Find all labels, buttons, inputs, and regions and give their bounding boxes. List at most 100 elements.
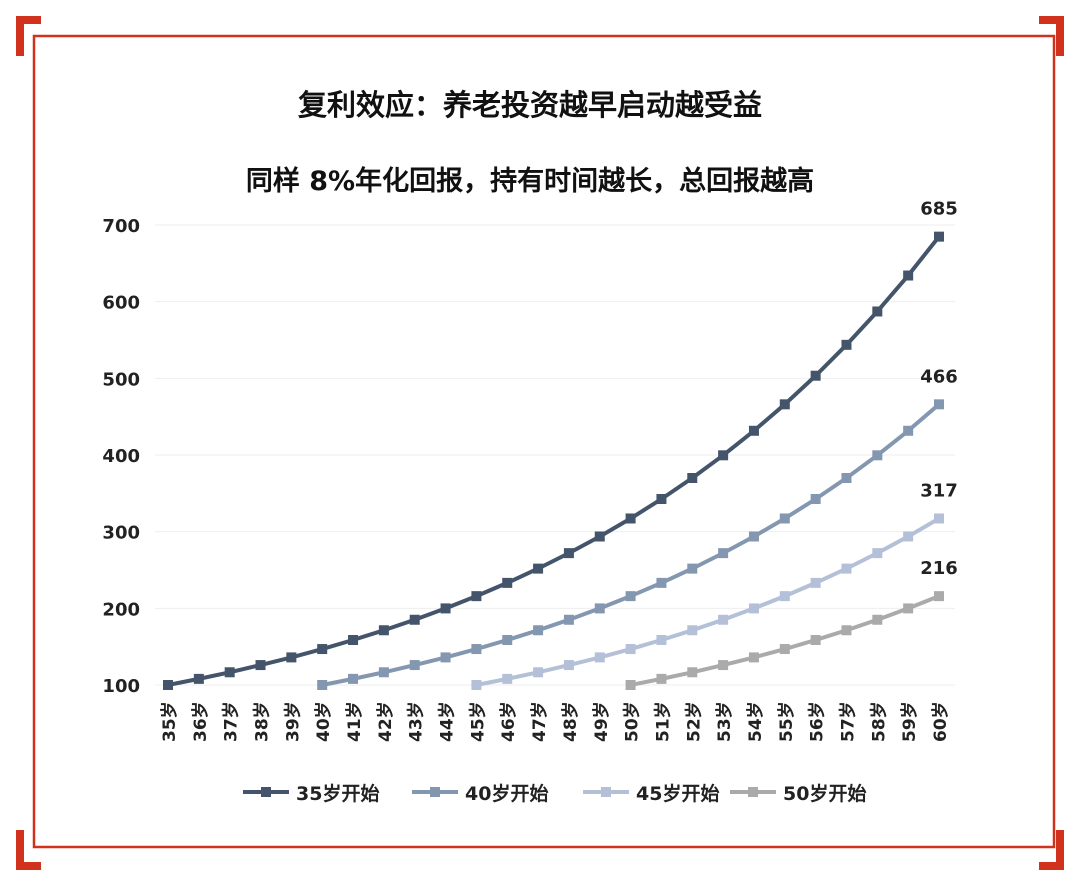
data-point-1 — [656, 577, 667, 588]
data-point-2 — [533, 667, 544, 678]
data-point-2 — [903, 531, 914, 542]
x-tick-label: 42岁 — [375, 701, 396, 742]
data-point-1 — [502, 634, 513, 645]
x-tick-label: 40岁 — [313, 701, 334, 742]
x-tick-label: 58岁 — [868, 701, 889, 742]
data-point-1 — [779, 513, 790, 524]
data-point-2 — [872, 548, 883, 559]
data-point-1 — [533, 625, 544, 636]
data-point-3 — [872, 614, 883, 625]
legend-label: 40岁开始 — [465, 782, 548, 805]
data-point-1 — [748, 531, 759, 542]
data-point-0 — [163, 680, 173, 690]
y-tick-label: 200 — [102, 599, 140, 620]
data-point-3 — [841, 625, 852, 636]
y-tick-label: 700 — [102, 216, 140, 237]
x-tick-label: 54岁 — [745, 701, 766, 742]
y-tick-label: 500 — [102, 369, 140, 390]
legend-marker-1 — [430, 787, 440, 797]
x-tick-label: 49岁 — [591, 701, 612, 742]
chart-title: 复利效应：养老投资越早启动越受益 — [298, 88, 762, 122]
data-point-2 — [687, 625, 698, 636]
data-point-1 — [440, 652, 451, 663]
data-point-2 — [810, 577, 821, 588]
data-point-1 — [594, 603, 605, 614]
data-point-0 — [594, 531, 605, 542]
data-point-1 — [687, 563, 698, 574]
x-tick-label: 48岁 — [560, 701, 581, 742]
data-point-2 — [779, 591, 790, 602]
data-point-0 — [687, 473, 698, 483]
data-point-2 — [471, 680, 482, 690]
data-point-0 — [193, 673, 204, 684]
end-value-label: 216 — [920, 558, 958, 579]
data-point-2 — [748, 603, 759, 614]
data-point-0 — [872, 306, 883, 317]
x-tick-label: 38岁 — [252, 701, 273, 742]
y-tick-label: 400 — [102, 446, 140, 467]
x-tick-label: 56岁 — [807, 701, 828, 742]
frame-border — [32, 34, 1056, 849]
series-line-2 — [476, 516, 941, 687]
x-tick-label: 52岁 — [683, 701, 704, 742]
data-point-0 — [440, 603, 451, 614]
data-point-2 — [656, 634, 667, 645]
y-tick-label: 600 — [102, 293, 140, 314]
data-point-0 — [718, 450, 729, 461]
frame-corner-tl — [16, 16, 41, 56]
data-point-2 — [841, 563, 852, 574]
frame-corner-bl — [16, 830, 41, 870]
data-point-3 — [779, 644, 790, 655]
data-point-2 — [625, 644, 636, 655]
data-point-0 — [378, 625, 389, 636]
data-point-2 — [934, 513, 944, 524]
data-point-1 — [348, 673, 359, 684]
x-tick-label: 60岁 — [930, 701, 951, 742]
x-tick-label: 41岁 — [344, 701, 365, 742]
data-point-1 — [810, 494, 821, 505]
data-point-0 — [224, 667, 235, 678]
data-point-3 — [810, 634, 821, 645]
x-tick-label: 43岁 — [406, 701, 427, 742]
x-tick-label: 36岁 — [190, 701, 211, 742]
x-tick-label: 44岁 — [437, 701, 458, 742]
data-point-2 — [718, 614, 729, 625]
x-tick-label: 45岁 — [467, 701, 488, 742]
data-point-0 — [934, 231, 944, 242]
chart-subtitle: 同样 8%年化回报，持有时间越长，总回报越高 — [246, 165, 814, 197]
data-point-0 — [286, 652, 297, 663]
data-point-0 — [533, 563, 544, 574]
x-tick-label: 50岁 — [622, 701, 643, 742]
data-point-3 — [687, 667, 698, 678]
data-point-1 — [409, 660, 420, 671]
data-point-3 — [934, 591, 944, 602]
data-point-3 — [718, 660, 729, 671]
frame-corner-tr — [1039, 16, 1064, 56]
data-point-0 — [841, 339, 852, 350]
x-tick-label: 57岁 — [837, 701, 858, 742]
frame-corner-br — [1039, 830, 1064, 870]
legend-label: 50岁开始 — [783, 782, 866, 805]
data-point-1 — [378, 667, 389, 678]
x-tick-label: 37岁 — [221, 701, 242, 742]
x-tick-label: 51岁 — [652, 701, 673, 742]
data-point-1 — [625, 591, 636, 602]
x-tick-label: 53岁 — [714, 701, 735, 742]
data-point-3 — [625, 680, 636, 690]
data-point-0 — [563, 548, 574, 559]
data-point-3 — [656, 673, 667, 684]
series-line-3 — [630, 594, 940, 687]
data-point-0 — [748, 425, 759, 436]
end-value-label: 317 — [920, 480, 958, 501]
data-point-2 — [502, 673, 513, 684]
data-point-1 — [317, 680, 328, 690]
data-point-0 — [779, 399, 790, 410]
legend-label: 45岁开始 — [636, 782, 719, 805]
data-point-3 — [903, 603, 914, 614]
series-line-0 — [167, 235, 941, 687]
data-point-0 — [471, 591, 482, 602]
x-tick-label: 59岁 — [899, 701, 920, 742]
data-point-0 — [502, 577, 513, 588]
